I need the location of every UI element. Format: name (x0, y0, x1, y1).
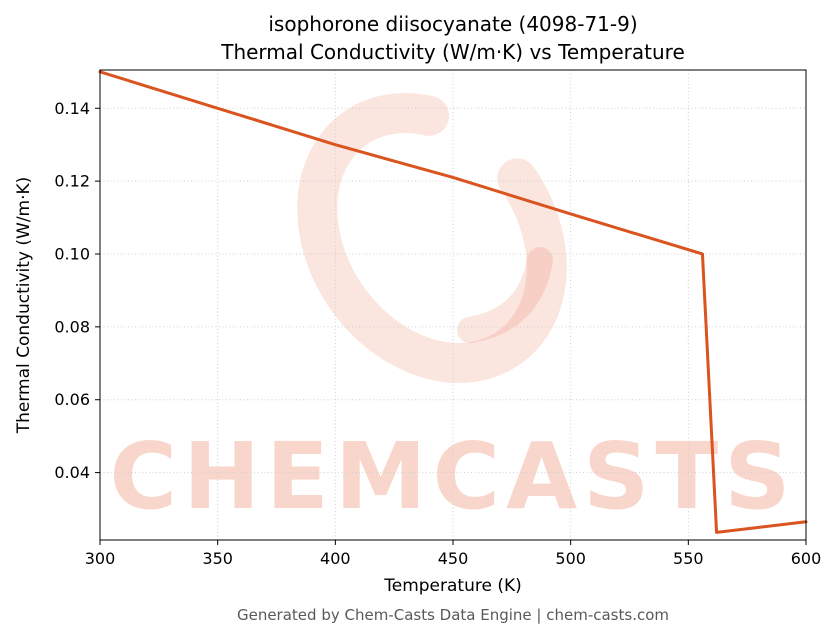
y-tick-label: 0.04 (54, 463, 90, 482)
y-tick-label: 0.10 (54, 244, 90, 263)
x-tick-label: 300 (85, 549, 116, 568)
y-tick-label: 0.12 (54, 172, 90, 191)
watermark-logo-icon (297, 93, 567, 383)
y-tick-label: 0.06 (54, 390, 90, 409)
y-axis-label: Thermal Conductivity (W/m·K) (14, 176, 34, 434)
watermark-text: CHEMCASTS (110, 423, 797, 530)
chart-title-block: isophorone diisocyanate (4098-71-9) Ther… (100, 10, 806, 66)
series-line-thermal-conductivity (98, 70, 808, 534)
x-tick-label: 550 (673, 549, 704, 568)
chart-title: isophorone diisocyanate (4098-71-9) (268, 12, 638, 36)
chart-subtitle: Thermal Conductivity (W/m·K) vs Temperat… (221, 40, 685, 64)
x-tick-label: 450 (438, 549, 469, 568)
y-tick-label: 0.08 (54, 317, 90, 336)
y-tick-label: 0.14 (54, 99, 90, 118)
x-tick-label: 400 (320, 549, 351, 568)
x-tick-label: 350 (202, 549, 233, 568)
x-tick-label: 500 (555, 549, 586, 568)
x-tick-label: 600 (791, 549, 822, 568)
footer-credit: Generated by Chem-Casts Data Engine | ch… (236, 606, 670, 624)
x-axis-label: Temperature (K) (384, 576, 522, 596)
